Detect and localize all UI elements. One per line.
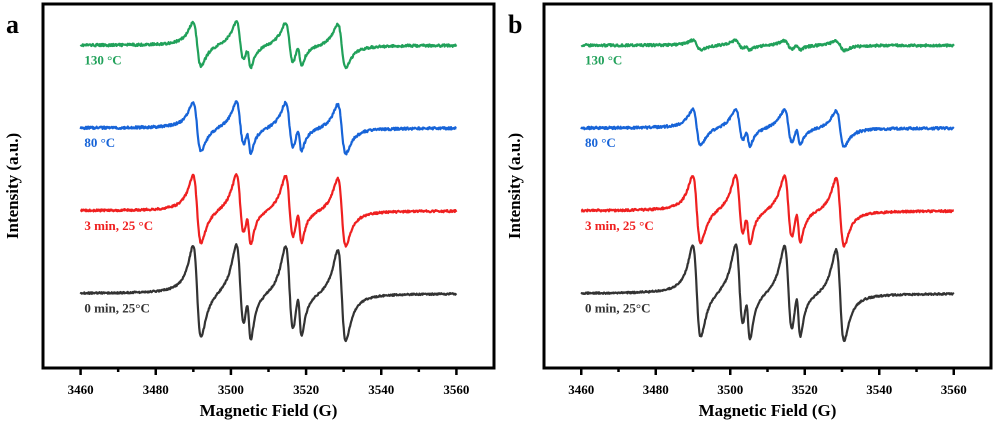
x-tick-label: 3480 — [143, 382, 169, 397]
trace-label: 80 °C — [585, 135, 616, 150]
trace-label: 3 min, 25 °C — [585, 218, 654, 233]
x-tick-label: 3520 — [792, 382, 818, 397]
trace-label: 130 °C — [585, 52, 622, 67]
panel-label: a — [6, 10, 19, 39]
x-tick-label: 3520 — [293, 382, 319, 397]
x-tick-label: 3560 — [941, 382, 967, 397]
trace-80-c — [79, 100, 457, 156]
x-axis-label: Magnetic Field (G) — [200, 401, 338, 420]
y-axis-label: Intensity (a.u.) — [3, 133, 22, 239]
trace-3-min-25-c — [79, 173, 458, 248]
panel-a: a 130 °C 80 °C 3 min, 25 °C 0 min, 25°C 3460 3… — [3, 2, 496, 420]
x-tick-label: 3540 — [866, 382, 892, 397]
trace-label: 0 min, 25°C — [585, 301, 651, 316]
trace-130-c — [580, 38, 955, 53]
x-tick-label: 3460 — [568, 382, 594, 397]
x-tick-label: 3560 — [443, 382, 469, 397]
trace-3-min-25-c — [580, 173, 955, 248]
trace-label: 0 min, 25°C — [84, 301, 150, 316]
x-tick-label: 3500 — [717, 382, 743, 397]
trace-80-c — [580, 107, 955, 149]
panel-label: b — [508, 10, 522, 39]
trace-130-c — [79, 20, 458, 70]
trace-0-min-25-c — [79, 243, 458, 343]
x-tick-label: 3500 — [218, 382, 244, 397]
x-tick-label: 3480 — [643, 382, 669, 397]
trace-0-min-25-c — [580, 243, 955, 343]
trace-label: 80 °C — [84, 135, 115, 150]
x-axis-label: Magnetic Field (G) — [699, 401, 837, 420]
x-tick-label: 3540 — [368, 382, 394, 397]
y-axis-label: Intensity (a.u.) — [505, 133, 524, 239]
trace-label: 130 °C — [84, 52, 121, 67]
x-tick-label: 3460 — [68, 382, 94, 397]
panel-b: b 130 °C 80 °C 3 min, 25 °C 0 min, 25°C 3460 3… — [505, 2, 993, 420]
trace-label: 3 min, 25 °C — [84, 218, 153, 233]
